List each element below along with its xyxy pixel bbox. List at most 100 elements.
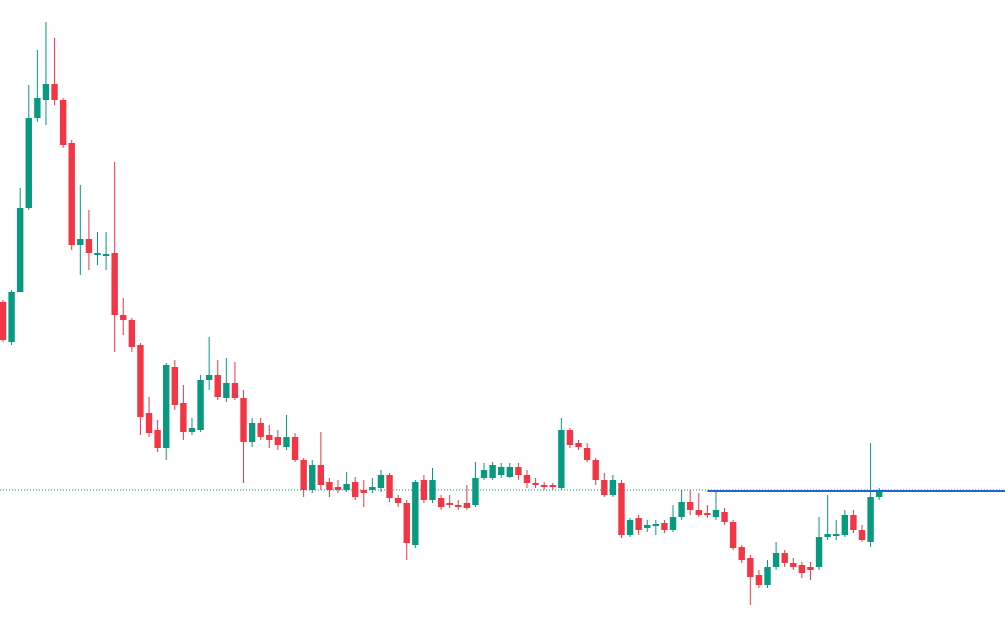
candle-body (661, 523, 668, 530)
candle-body (712, 510, 720, 517)
candle-body (781, 553, 788, 563)
candle-body (566, 430, 574, 445)
candle-body (274, 437, 282, 445)
candle-body (343, 484, 350, 490)
candle-body (257, 423, 264, 437)
candle-body (326, 482, 333, 490)
candle-body (429, 480, 436, 500)
candle-body (540, 485, 548, 487)
candle-body (850, 515, 857, 530)
candle-body (721, 512, 728, 522)
candle-body (0, 302, 7, 340)
candle-body (532, 483, 539, 485)
candle-body (601, 480, 608, 495)
candle-body (523, 475, 531, 483)
candle-body (644, 525, 651, 528)
candle-body (94, 253, 101, 255)
candle-body (188, 428, 196, 432)
candle-body (506, 467, 514, 477)
candle-body (403, 503, 410, 543)
candle-body (77, 239, 84, 245)
candle-body (300, 460, 307, 490)
candle-body (626, 520, 634, 535)
candle-body (609, 480, 617, 495)
candle-body (163, 365, 170, 448)
candle-body (480, 470, 488, 478)
candle-body (309, 465, 316, 490)
candle-body (437, 498, 445, 507)
candle-body (231, 383, 239, 398)
candle-body (25, 118, 32, 208)
candle-body (798, 565, 806, 573)
candle-body (704, 513, 711, 515)
candle-body (738, 547, 745, 560)
candle-body (240, 398, 247, 442)
candle-body (266, 435, 273, 440)
candle-body (85, 239, 93, 253)
candle-body (51, 84, 58, 100)
candle-body (377, 475, 385, 488)
candle-body (446, 503, 453, 505)
candle-body (420, 480, 428, 500)
candle-body (592, 460, 599, 480)
candle-body (549, 485, 556, 487)
candle-body (205, 375, 213, 380)
candle-body (16, 208, 24, 292)
candle-body (678, 502, 685, 517)
candle-body (618, 483, 625, 535)
candle-body (824, 534, 831, 537)
candle-body (498, 467, 505, 475)
candle-body (747, 558, 754, 577)
candle-body (875, 492, 883, 497)
candle-body (394, 498, 402, 503)
candle-body (317, 465, 325, 485)
candle-body (42, 84, 50, 100)
candle-body (68, 143, 75, 245)
candle-body (755, 575, 763, 585)
candle-body (111, 253, 118, 315)
candle-body (412, 482, 419, 545)
candle-body (34, 98, 41, 118)
candle-body (120, 315, 127, 320)
candle-body (583, 448, 591, 460)
candle-body (764, 567, 771, 585)
candle-body (772, 553, 780, 567)
candle-body (807, 567, 814, 570)
candle-body (833, 534, 840, 536)
candle-body (669, 517, 677, 530)
candle-body (729, 522, 737, 548)
candle-body (790, 563, 797, 567)
candle-body (214, 375, 221, 397)
candle-body (369, 487, 376, 490)
candle-body (248, 423, 256, 442)
candle-body (8, 292, 15, 342)
candle-body (472, 478, 479, 505)
candle-body (815, 537, 823, 567)
candle-body (575, 443, 582, 447)
candle-body (558, 430, 565, 488)
candle-body (351, 482, 359, 497)
candle-body (59, 100, 67, 145)
candle-body (171, 367, 178, 405)
candle-body (291, 437, 299, 460)
candle-body (197, 380, 204, 430)
candle-body (145, 413, 153, 433)
candle-body (128, 320, 136, 347)
candle-body (463, 503, 471, 508)
candle-body (687, 502, 694, 510)
candle-body (695, 510, 702, 515)
candle-body (515, 467, 522, 475)
candle-body (858, 530, 866, 540)
candle-body (489, 465, 496, 478)
candle-body (652, 524, 660, 526)
candle-body (635, 518, 642, 530)
candle-body (360, 490, 367, 493)
candle-body (455, 505, 462, 507)
candle-body (223, 383, 230, 398)
candle-body (334, 487, 342, 490)
candle-body (180, 403, 187, 432)
candle-body (137, 345, 144, 417)
candle-body (102, 254, 110, 256)
